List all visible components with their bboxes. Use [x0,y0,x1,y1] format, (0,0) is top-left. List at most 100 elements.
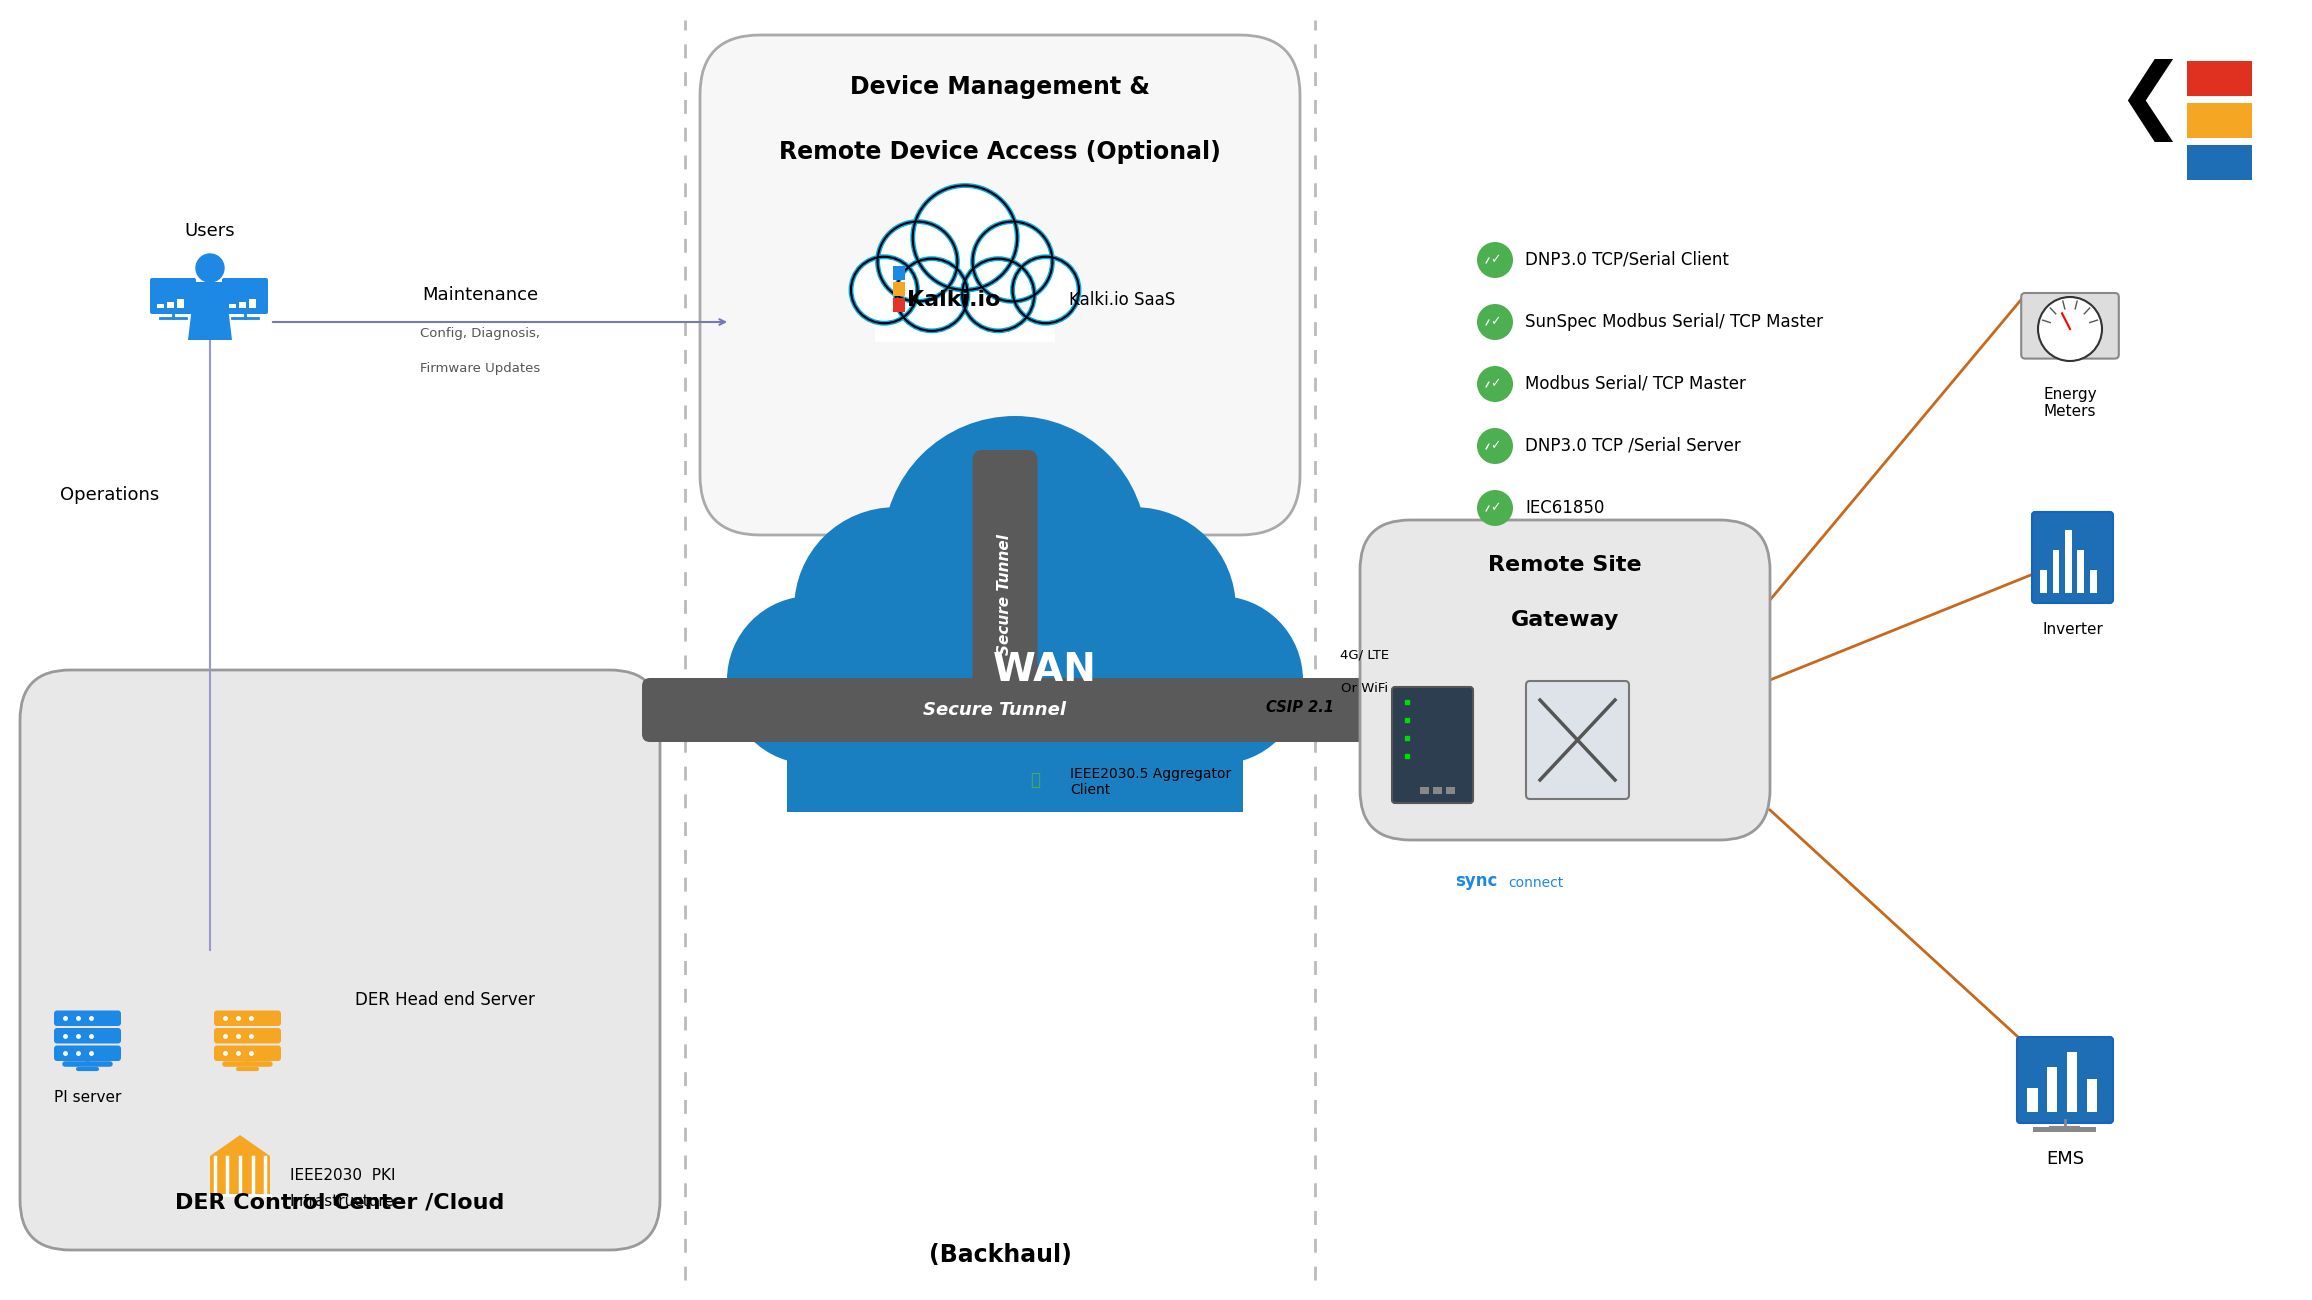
Text: (Backhaul): (Backhaul) [929,1243,1070,1268]
Circle shape [1477,304,1512,341]
Text: Remote Device Access (Optional): Remote Device Access (Optional) [779,140,1221,164]
Text: IEEE2030  PKI: IEEE2030 PKI [289,1167,395,1183]
FancyBboxPatch shape [215,1010,282,1026]
Text: ✓: ✓ [1489,254,1500,266]
Bar [238,302,245,308]
Circle shape [726,595,895,764]
Polygon shape [210,1135,271,1156]
Circle shape [1477,490,1512,526]
FancyBboxPatch shape [2021,292,2118,359]
Text: ✓: ✓ [1489,502,1500,515]
Text: Config, Diagnosis,: Config, Diagnosis, [421,328,541,341]
FancyBboxPatch shape [973,450,1038,740]
Bar [2065,530,2072,593]
Bar [2078,550,2083,593]
Circle shape [913,186,1017,290]
Bar [157,304,164,308]
Text: IEEE2030.5 Aggregator
Client: IEEE2030.5 Aggregator Client [1070,767,1232,797]
Text: WAN: WAN [994,651,1096,689]
Bar [2090,569,2097,593]
Text: DER Control Center /Cloud: DER Control Center /Cloud [176,1192,504,1212]
Text: Secure Tunnel: Secure Tunnel [922,701,1066,719]
Circle shape [2037,296,2102,361]
Bar [2187,146,2252,179]
FancyBboxPatch shape [1359,520,1771,840]
Bar [2187,61,2252,96]
Text: DER Head end Server: DER Head end Server [356,991,534,1009]
Bar [892,298,904,312]
Bar [229,304,236,308]
Bar [1445,786,1454,794]
Text: CSIP 2.1: CSIP 2.1 [1267,701,1334,715]
FancyBboxPatch shape [215,1028,282,1044]
Bar [250,299,257,308]
Text: Energy
Meters: Energy Meters [2044,387,2097,420]
Circle shape [851,257,918,324]
Bar [892,282,904,296]
Text: DNP3.0 TCP/Serial Client: DNP3.0 TCP/Serial Client [1526,251,1729,269]
FancyBboxPatch shape [1526,681,1630,800]
FancyBboxPatch shape [701,35,1299,536]
Text: Device Management &: Device Management & [851,75,1149,99]
Bar [2035,1127,2097,1132]
Text: ✅: ✅ [1031,771,1040,789]
Circle shape [1008,601,1191,783]
FancyBboxPatch shape [21,670,659,1251]
Bar [1420,786,1429,794]
Text: SunSpec Modbus Serial/ TCP Master: SunSpec Modbus Serial/ TCP Master [1526,313,1822,332]
Text: Modbus Serial/ TCP Master: Modbus Serial/ TCP Master [1526,374,1746,393]
Text: Secure Tunnel: Secure Tunnel [996,534,1013,655]
Text: Maintenance: Maintenance [421,286,539,304]
Bar [786,680,1244,812]
Text: ✓: ✓ [1489,439,1500,452]
Text: Infrastructure: Infrastructure [289,1195,395,1209]
Circle shape [973,221,1052,302]
FancyBboxPatch shape [1392,686,1473,803]
Bar [2028,1088,2037,1112]
Text: Or WiFi: Or WiFi [1341,681,1390,694]
FancyBboxPatch shape [2032,512,2113,603]
Text: connect: connect [1507,876,1563,891]
Text: Operations: Operations [60,486,160,504]
Bar [2088,1079,2097,1112]
Circle shape [879,221,957,302]
Text: ✓: ✓ [1489,377,1500,390]
Circle shape [1477,242,1512,278]
Circle shape [795,507,996,708]
Bar [166,302,173,308]
Circle shape [1477,367,1512,402]
Text: ✓: ✓ [1489,316,1500,329]
Text: IEC61850: IEC61850 [1526,499,1605,517]
Circle shape [1013,257,1080,324]
Circle shape [895,259,969,332]
Circle shape [197,254,224,282]
Circle shape [1477,428,1512,464]
FancyBboxPatch shape [643,679,1447,742]
Text: Firmware Updates: Firmware Updates [421,361,541,374]
Text: EMS: EMS [2046,1150,2083,1167]
Bar [2039,569,2046,593]
Polygon shape [187,282,231,341]
Text: PI server: PI server [53,1089,123,1105]
Text: Inverter: Inverter [2041,621,2104,637]
Text: ❮: ❮ [2115,58,2185,142]
Bar [210,1156,271,1195]
Bar [1433,786,1443,794]
Bar [2053,550,2060,593]
FancyBboxPatch shape [53,1028,120,1044]
Circle shape [962,259,1033,332]
Circle shape [1033,507,1237,708]
Text: Users: Users [185,222,236,240]
Text: Gateway: Gateway [1510,610,1618,630]
Text: DNP3.0 TCP /Serial Server: DNP3.0 TCP /Serial Server [1526,437,1741,455]
Circle shape [883,416,1147,680]
Bar [178,299,185,308]
FancyBboxPatch shape [222,278,268,315]
FancyBboxPatch shape [150,278,197,315]
Bar [2046,1067,2058,1112]
Bar [892,266,904,280]
FancyBboxPatch shape [2016,1037,2113,1123]
Text: Kalki.io SaaS: Kalki.io SaaS [1070,291,1177,309]
Bar [2187,103,2252,138]
Bar [874,290,1054,342]
